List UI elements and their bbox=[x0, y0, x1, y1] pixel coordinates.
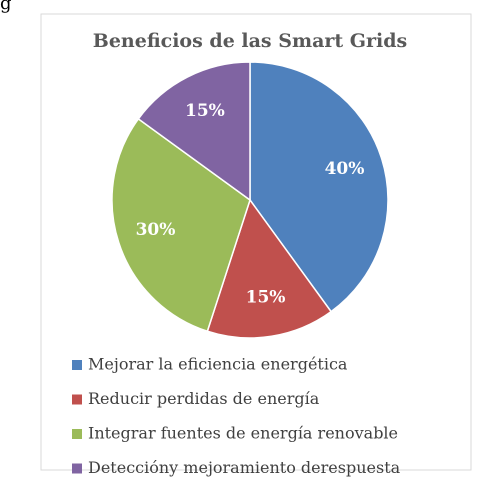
pie-slice bbox=[111, 117, 251, 333]
legend-swatch bbox=[72, 463, 82, 474]
legend-label: Reducir perdidas de energía bbox=[88, 389, 320, 408]
legend-swatch bbox=[72, 429, 82, 439]
data-label: 40% bbox=[325, 159, 365, 179]
legend-swatch bbox=[72, 360, 82, 370]
page-fragment: g bbox=[0, 0, 12, 14]
pie-slice bbox=[206, 198, 333, 339]
chart-title: Beneficios de las Smart Grids bbox=[93, 30, 407, 52]
pie-slice bbox=[249, 61, 389, 313]
legend-label: Integrar fuentes de energía renovable bbox=[88, 424, 398, 443]
legend-label: Deteccióny mejoramiento derespuesta bbox=[88, 458, 401, 477]
data-label: 30% bbox=[136, 220, 176, 240]
data-label: 15% bbox=[246, 288, 286, 308]
legend-label: Mejorar la eficiencia energética bbox=[88, 355, 348, 374]
pie-slice bbox=[137, 61, 251, 202]
data-label: 15% bbox=[185, 101, 225, 121]
legend-swatch bbox=[72, 394, 82, 405]
